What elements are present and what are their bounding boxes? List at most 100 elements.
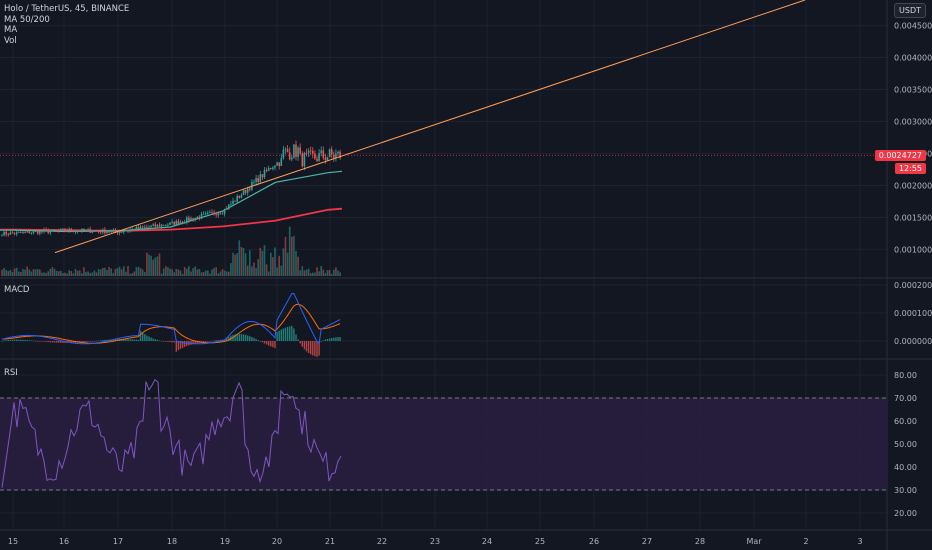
macd-histogram-bar xyxy=(167,341,169,342)
volume-bar xyxy=(146,252,148,276)
volume-bar xyxy=(202,272,205,276)
candle-body xyxy=(240,194,243,198)
candle-body xyxy=(333,154,335,158)
indicator-ma-50-200[interactable]: MA 50/200 xyxy=(4,14,50,25)
macd-histogram-bar xyxy=(179,341,182,349)
currency-badge[interactable]: USDT xyxy=(894,3,926,18)
volume-bar xyxy=(339,272,341,276)
candle-body xyxy=(265,169,268,171)
indicator-ma[interactable]: MA xyxy=(4,25,18,35)
macd-histogram-bar xyxy=(9,339,12,341)
trendline[interactable] xyxy=(0,0,887,254)
volume-bar xyxy=(219,271,222,276)
candle-body xyxy=(207,212,209,214)
candle-body xyxy=(47,230,49,233)
candle-body xyxy=(219,213,222,215)
volume-bar xyxy=(238,240,241,276)
macd-histogram-bar xyxy=(28,340,30,341)
macd-legend[interactable]: MACD xyxy=(4,285,30,295)
macd-histogram-bar xyxy=(326,338,329,341)
macd-histogram-bar xyxy=(100,340,102,341)
moving-averages xyxy=(0,170,343,233)
macd-histogram-bar xyxy=(129,339,131,341)
x-axis-label: 19 xyxy=(220,537,230,546)
volume-bar xyxy=(221,269,224,276)
macd-histogram-bar xyxy=(293,328,295,341)
volume-bar xyxy=(165,266,167,276)
volume-bar xyxy=(204,270,207,276)
macd-histogram-bar xyxy=(165,341,167,342)
candle-body xyxy=(13,233,16,235)
macd-histogram-bar xyxy=(263,341,266,344)
candle-body xyxy=(183,222,186,224)
candle-body xyxy=(312,150,314,154)
macd-histogram-bar xyxy=(209,341,211,342)
volume-bar xyxy=(333,269,335,276)
macd-histogram-bar xyxy=(154,339,156,341)
macd-histogram-bar xyxy=(160,340,163,342)
macd-histogram-bar xyxy=(53,341,56,343)
volume-bar xyxy=(158,253,161,276)
candle-body xyxy=(305,152,308,154)
volume-bar xyxy=(234,254,236,276)
volume-bar xyxy=(328,269,331,276)
volume-bar xyxy=(162,268,165,276)
macd-histogram-bar xyxy=(127,339,129,341)
candle-body xyxy=(7,234,10,236)
symbol-title[interactable]: Holo / TetherUS, 45, BINANCE xyxy=(4,4,130,14)
macd-histogram-bar xyxy=(51,341,54,343)
macd-histogram-bar xyxy=(297,339,299,341)
volume-bar xyxy=(108,267,110,276)
macd-histogram-bar xyxy=(253,338,255,341)
macd-histogram-bar xyxy=(278,330,280,341)
volume-bar xyxy=(66,273,68,276)
volume-bar xyxy=(293,235,295,276)
volume-bar xyxy=(120,269,123,276)
macd-histogram-bar xyxy=(137,339,140,341)
volume-bar xyxy=(263,245,266,276)
candle-body xyxy=(36,231,39,234)
candle-body xyxy=(146,227,148,228)
candle-body xyxy=(326,156,329,160)
volume-bar xyxy=(104,267,106,276)
macd-histogram-bar xyxy=(39,341,41,342)
macd-histogram-bar xyxy=(158,340,161,341)
macd-histogram-bar xyxy=(335,337,337,341)
volume-bar xyxy=(196,269,199,276)
candle-body xyxy=(76,230,79,232)
volume-bar xyxy=(114,269,117,276)
macd-histogram-bar xyxy=(30,340,33,342)
candle-body xyxy=(263,169,266,178)
macd-histogram-bar xyxy=(123,339,125,341)
volume-bar xyxy=(99,269,102,276)
macd-series xyxy=(1,292,341,357)
volume-bar xyxy=(167,267,169,276)
candle-body xyxy=(11,232,14,234)
rsi-legend[interactable]: RSI xyxy=(4,368,18,378)
candle-body xyxy=(156,224,159,227)
volume-bar xyxy=(286,252,289,276)
volume-bar xyxy=(194,266,196,276)
candle-body xyxy=(150,225,152,227)
macd-histogram-bar xyxy=(95,340,98,342)
candle-body xyxy=(114,229,117,232)
candle-body xyxy=(18,232,20,233)
macd-histogram-bar xyxy=(299,341,301,344)
candle-body xyxy=(9,232,12,235)
candle-body xyxy=(22,232,24,233)
macd-histogram-bar xyxy=(339,336,341,341)
macd-histogram-bar xyxy=(181,341,184,348)
indicator-vol[interactable]: Vol xyxy=(4,35,17,46)
macd-histogram-bar xyxy=(156,339,159,341)
candle-body xyxy=(81,228,83,232)
candle-body xyxy=(259,174,262,183)
candle-body xyxy=(26,231,28,233)
macd-histogram-bar xyxy=(257,340,259,341)
main-legend: Holo / TetherUS, 45, BINANCE MA 50/200 M… xyxy=(4,4,129,46)
macd-histogram-bar xyxy=(217,340,219,341)
candle-body xyxy=(255,178,257,182)
volume-bar xyxy=(78,270,81,276)
macd-histogram-bar xyxy=(41,341,43,342)
